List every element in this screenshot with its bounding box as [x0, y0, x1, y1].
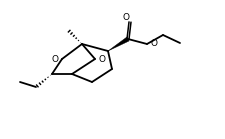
Text: O: O	[52, 54, 58, 64]
Polygon shape	[108, 37, 129, 51]
Text: O: O	[99, 54, 106, 64]
Text: O: O	[151, 39, 158, 48]
Text: O: O	[122, 13, 130, 22]
